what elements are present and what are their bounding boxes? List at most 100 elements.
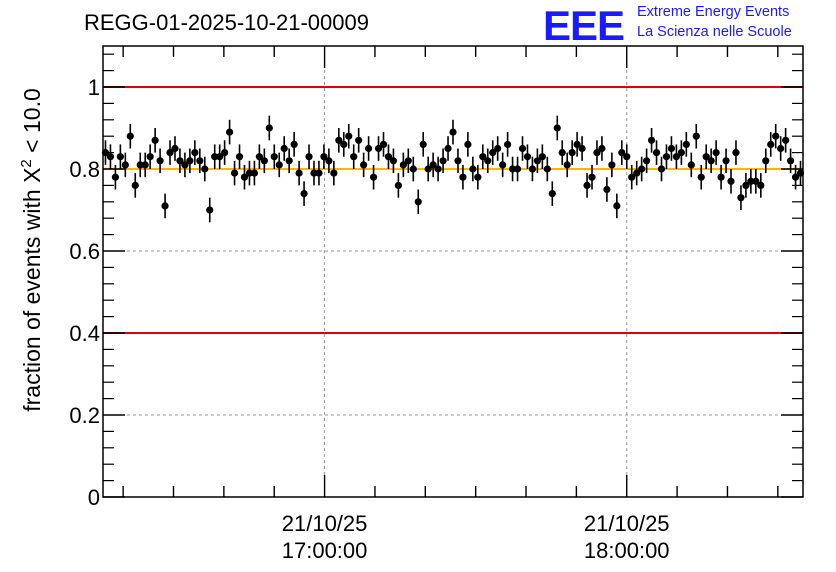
data-point-48: [340, 140, 348, 148]
data-point-120: [697, 173, 705, 181]
data-point-40: [300, 190, 308, 198]
data-point-76: [479, 153, 487, 161]
data-point-123: [712, 149, 720, 157]
data-point-34: [270, 153, 278, 161]
data-point-113: [662, 153, 671, 161]
data-point-73: [464, 140, 472, 148]
data-point-116: [677, 149, 685, 157]
data-point-12: [161, 202, 169, 210]
data-point-103: [613, 202, 621, 210]
y-tick-label-1: 0.2: [69, 403, 100, 428]
data-point-108: [638, 165, 646, 173]
x-tick-label-time-0: 17:00:00: [282, 538, 368, 563]
data-point-102: [608, 161, 616, 169]
data-point-71: [454, 157, 462, 165]
data-point-5: [126, 132, 134, 140]
data-point-100: [598, 144, 606, 153]
plot-frame: [102, 45, 804, 498]
data-point-58: [389, 157, 398, 165]
data-point-80: [499, 161, 507, 169]
data-point-8: [141, 161, 149, 169]
data-point-126: [727, 177, 735, 185]
data-point-16: [181, 161, 189, 169]
data-point-90: [548, 190, 556, 198]
data-point-124: [717, 173, 725, 181]
data-point-63: [414, 198, 422, 206]
y-tick-label-0: 0: [88, 485, 100, 510]
data-point-39: [295, 169, 303, 177]
data-point-38: [290, 140, 298, 148]
data-point-53: [365, 144, 373, 153]
data-point-104: [618, 149, 626, 157]
data-point-56: [379, 140, 388, 148]
data-point-75: [474, 173, 482, 181]
data-point-131: [752, 177, 760, 185]
data-point-83: [513, 165, 522, 173]
data-point-74: [469, 165, 477, 173]
data-point-28: [240, 173, 249, 181]
data-point-4: [121, 161, 129, 169]
eee-logo-mark: EEE: [543, 2, 625, 49]
data-point-59: [394, 181, 402, 189]
data-point-33: [265, 124, 273, 132]
data-point-130: [747, 177, 755, 185]
data-point-62: [409, 165, 417, 173]
data-point-65: [424, 165, 432, 173]
data-point-99: [593, 149, 601, 157]
y-tick-label-5: 1: [88, 75, 100, 100]
data-point-35: [275, 161, 283, 169]
data-point-42: [310, 169, 318, 177]
data-point-66: [429, 161, 437, 169]
data-point-95: [573, 140, 581, 148]
data-point-133: [762, 157, 770, 165]
data-point-32: [260, 157, 268, 165]
data-point-79: [494, 144, 502, 153]
data-point-70: [449, 128, 457, 136]
data-point-43: [315, 169, 323, 177]
chart-title: REGG-01-2025-10-21-00009: [84, 10, 369, 35]
data-point-23: [216, 153, 224, 161]
data-point-85: [523, 153, 532, 161]
data-point-93: [563, 161, 571, 169]
data-point-36: [280, 144, 288, 153]
data-point-97: [583, 181, 591, 189]
data-point-2: [111, 173, 120, 181]
data-point-134: [767, 140, 775, 148]
data-point-61: [404, 157, 412, 165]
data-point-19: [196, 157, 204, 165]
data-point-24: [221, 149, 229, 157]
data-point-22: [211, 153, 219, 161]
data-point-105: [623, 153, 631, 161]
data-point-94: [568, 149, 576, 157]
data-point-18: [191, 149, 199, 157]
data-point-129: [742, 181, 750, 189]
data-point-81: [504, 140, 512, 148]
data-point-13: [166, 149, 174, 157]
data-point-110: [647, 136, 656, 144]
data-point-27: [235, 153, 244, 161]
data-point-137: [782, 136, 790, 144]
data-point-69: [444, 144, 452, 153]
data-point-7: [136, 161, 144, 169]
data-point-3: [116, 153, 124, 161]
data-point-9: [146, 153, 154, 161]
data-point-46: [330, 169, 338, 177]
data-point-114: [667, 144, 676, 153]
data-point-136: [777, 144, 785, 153]
data-point-98: [588, 173, 596, 181]
data-point-115: [672, 153, 681, 161]
data-point-78: [489, 149, 497, 157]
logo-line-1: Extreme Energy Events: [637, 4, 790, 20]
data-point-125: [722, 157, 730, 165]
data-point-119: [692, 132, 700, 140]
logo-line-2: La Scienza nelle Scuole: [637, 24, 792, 40]
data-point-1: [106, 153, 115, 161]
data-point-111: [652, 149, 661, 157]
data-point-106: [628, 173, 636, 181]
data-point-92: [558, 149, 566, 157]
data-point-68: [439, 157, 447, 165]
data-point-50: [350, 153, 358, 161]
y-tick-label-4: 0.8: [69, 157, 100, 182]
data-point-127: [732, 149, 740, 157]
